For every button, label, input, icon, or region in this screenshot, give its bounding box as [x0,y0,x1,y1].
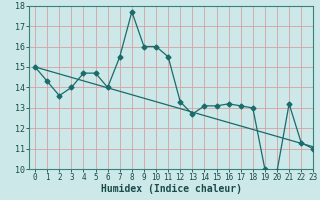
X-axis label: Humidex (Indice chaleur): Humidex (Indice chaleur) [101,184,242,194]
